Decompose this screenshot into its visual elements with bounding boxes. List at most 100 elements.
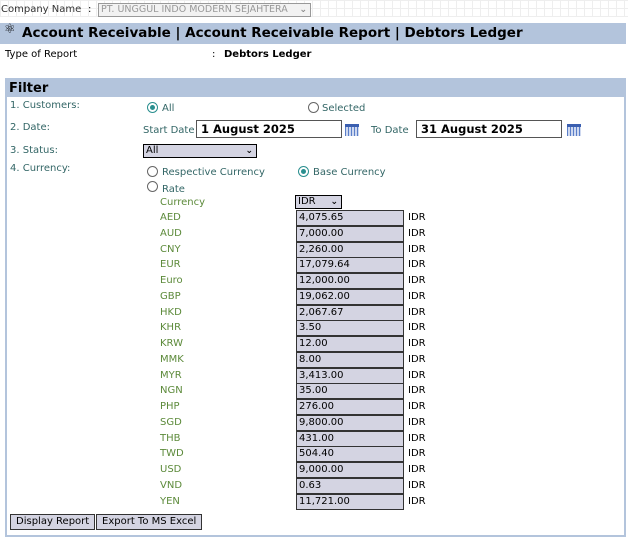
base-currency-code: IDR <box>408 448 426 460</box>
rate-radio[interactable] <box>147 181 158 192</box>
currency-code: YEN <box>160 495 180 507</box>
currency-code: CNY <box>160 243 181 255</box>
base-currency-code: IDR <box>408 385 426 397</box>
start-date-input[interactable]: 1 August 2025 <box>196 120 342 138</box>
chevron-down-icon: ⌄ <box>245 146 253 156</box>
rate-input[interactable]: 12,000.00 <box>296 273 404 289</box>
currency-code: TWD <box>160 448 184 460</box>
base-currency-code: IDR <box>408 369 426 381</box>
base-currency-label: Base Currency <box>313 167 386 178</box>
base-currency-code: IDR <box>408 322 426 334</box>
currency-select[interactable]: IDR ⌄ <box>295 195 342 209</box>
rate-input[interactable]: 2,260.00 <box>296 241 404 258</box>
rate-input[interactable]: 11,721.00 <box>296 493 404 510</box>
currency-select-label: Currency <box>160 197 206 208</box>
chevron-down-icon: ⌄ <box>299 5 307 15</box>
status-select[interactable]: All ⌄ <box>143 144 257 158</box>
base-currency-code: IDR <box>408 479 426 491</box>
currency-code: KHR <box>160 322 182 334</box>
base-currency-code: IDR <box>408 259 426 271</box>
money-bag-icon: ⚛ <box>4 22 16 37</box>
currency-code: GBP <box>160 290 181 302</box>
company-select[interactable]: PT. UNGGUL INDO MODERN SEJAHTERA ⌄ <box>98 3 311 17</box>
report-type-label: Type of Report <box>5 49 78 60</box>
currency-code: NGN <box>160 385 183 397</box>
base-currency-code: IDR <box>408 227 426 239</box>
rate-input[interactable]: 12.00 <box>296 336 404 352</box>
customers-all-label: All <box>162 103 175 114</box>
base-currency-radio[interactable] <box>298 166 309 177</box>
base-currency-code: IDR <box>408 275 426 286</box>
rate-input[interactable]: 0.63 <box>296 477 404 494</box>
currency-code: MMK <box>160 353 184 365</box>
respective-currency-radio[interactable] <box>147 166 158 177</box>
status-value: All <box>146 145 159 156</box>
currency-code: HKD <box>160 306 182 318</box>
rate-input[interactable]: 3.50 <box>296 320 404 337</box>
report-type-value: Debtors Ledger <box>224 49 312 60</box>
base-currency-code: IDR <box>408 353 426 365</box>
page-title: Account Receivable | Account Receivable … <box>22 25 523 41</box>
currency-code: Euro <box>160 275 183 286</box>
start-date-label: Start Date <box>143 125 195 136</box>
customers-selected-label: Selected <box>322 103 366 114</box>
currency-code: THB <box>160 432 181 444</box>
status-label: 3. Status: <box>10 145 58 156</box>
respective-currency-label: Respective Currency <box>162 167 265 178</box>
currency-label: 4. Currency: <box>10 163 71 174</box>
report-type-sep: : <box>212 49 216 60</box>
base-currency-code: IDR <box>408 338 426 349</box>
rate-input[interactable]: 7,000.00 <box>296 225 404 242</box>
base-currency-code: IDR <box>408 306 426 318</box>
rate-input[interactable]: 4,075.65 <box>296 210 404 226</box>
end-date-input[interactable]: 31 August 2025 <box>416 120 562 138</box>
rate-input[interactable]: 19,062.00 <box>296 288 404 305</box>
currency-code: KRW <box>160 338 183 349</box>
rate-input[interactable]: 8.00 <box>296 351 404 368</box>
currency-code: AED <box>160 212 181 223</box>
rate-input[interactable]: 2,067.67 <box>296 304 404 321</box>
currency-code: MYR <box>160 369 182 381</box>
to-date-label: To Date <box>371 125 409 136</box>
base-currency-code: IDR <box>408 290 426 302</box>
date-label: 2. Date: <box>10 122 50 133</box>
chevron-down-icon: ⌄ <box>330 197 338 207</box>
base-currency-code: IDR <box>408 464 426 475</box>
rate-input[interactable]: 504.40 <box>296 446 404 463</box>
company-label: Company Name <box>1 4 82 15</box>
base-currency-code: IDR <box>408 401 426 412</box>
base-currency-code: IDR <box>408 416 426 428</box>
page-header <box>0 23 626 44</box>
currency-code: PHP <box>160 401 180 412</box>
rate-input[interactable]: 9,800.00 <box>296 414 404 431</box>
rate-input[interactable]: 9,000.00 <box>296 462 404 478</box>
filter-panel: Filter <box>5 78 626 537</box>
base-currency-code: IDR <box>408 495 426 507</box>
rate-input[interactable]: 17,079.64 <box>296 257 404 274</box>
rate-label: Rate <box>162 184 185 195</box>
export-excel-button[interactable]: Export To MS Excel <box>96 514 203 530</box>
customers-selected-radio[interactable] <box>308 102 319 113</box>
rate-input[interactable]: 276.00 <box>296 399 404 415</box>
currency-code: USD <box>160 464 182 475</box>
company-sep: : <box>88 4 92 15</box>
currency-select-value: IDR <box>298 196 316 207</box>
currency-code: AUD <box>160 227 182 239</box>
top-background <box>0 0 628 17</box>
customers-all-radio[interactable] <box>147 102 158 113</box>
customers-label: 1. Customers: <box>10 100 80 111</box>
base-currency-code: IDR <box>408 243 426 255</box>
currency-code: SGD <box>160 416 182 428</box>
display-report-button[interactable]: Display Report <box>10 514 96 530</box>
rate-input[interactable]: 35.00 <box>296 383 404 400</box>
base-currency-code: IDR <box>408 212 426 223</box>
currency-code: EUR <box>160 259 181 271</box>
currency-code: VND <box>160 479 183 491</box>
filter-title: Filter <box>7 80 624 97</box>
company-value: PT. UNGGUL INDO MODERN SEJAHTERA <box>101 4 288 15</box>
base-currency-code: IDR <box>408 432 426 444</box>
calendar-icon[interactable] <box>567 124 581 136</box>
calendar-icon[interactable] <box>345 124 359 136</box>
rate-input[interactable]: 431.00 <box>296 430 404 447</box>
rate-input[interactable]: 3,413.00 <box>296 367 404 384</box>
